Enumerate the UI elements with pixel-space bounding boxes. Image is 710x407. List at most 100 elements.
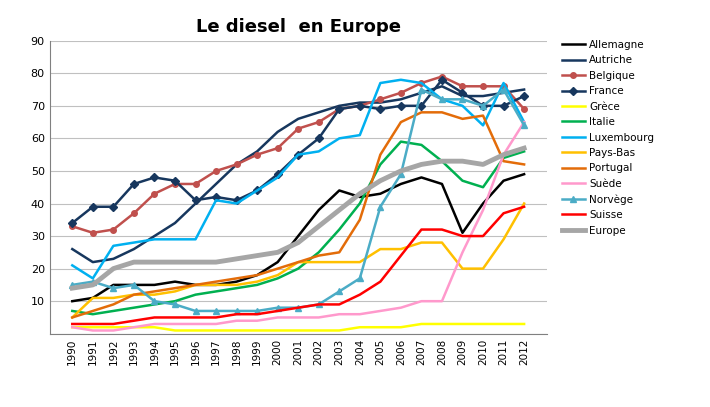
Grèce <box>315 328 323 333</box>
France <box>68 221 77 225</box>
Norvège <box>151 299 159 304</box>
Suisse <box>499 211 508 216</box>
Europe <box>89 282 97 287</box>
Portugal <box>170 286 179 291</box>
Europe <box>170 260 179 265</box>
Suède <box>212 322 220 326</box>
Belgique <box>479 84 487 89</box>
Allemagne <box>437 182 446 186</box>
Portugal <box>191 282 200 287</box>
Norvège <box>458 97 466 102</box>
Grèce <box>376 325 385 330</box>
France <box>315 136 323 141</box>
Luxembourg <box>335 136 344 141</box>
Luxembourg <box>458 103 466 108</box>
France <box>130 182 138 186</box>
Italie <box>273 276 282 281</box>
Norvège <box>499 87 508 92</box>
Suisse <box>397 253 405 258</box>
Italie <box>191 292 200 297</box>
Autriche <box>232 162 241 167</box>
Italie <box>170 299 179 304</box>
Pays-Bas <box>417 240 426 245</box>
Norvège <box>520 123 528 128</box>
Pays-Bas <box>397 247 405 252</box>
Portugal <box>376 152 385 157</box>
Portugal <box>356 217 364 222</box>
Europe <box>315 224 323 229</box>
France <box>232 198 241 203</box>
Grèce <box>397 325 405 330</box>
Allemagne <box>151 282 159 287</box>
Suède <box>397 305 405 310</box>
Suisse <box>191 315 200 320</box>
Grèce <box>479 322 487 326</box>
Pays-Bas <box>315 260 323 265</box>
Europe <box>335 208 344 212</box>
Autriche <box>89 260 97 265</box>
Suisse <box>130 318 138 323</box>
Belgique <box>68 224 77 229</box>
Suède <box>335 312 344 317</box>
Autriche <box>356 100 364 105</box>
Suisse <box>294 305 302 310</box>
Italie <box>437 159 446 164</box>
Suède <box>232 318 241 323</box>
Italie <box>109 309 118 313</box>
Portugal <box>89 309 97 313</box>
Luxembourg <box>294 152 302 157</box>
Italie <box>479 185 487 190</box>
Italie <box>499 155 508 160</box>
Allemagne <box>479 201 487 206</box>
Autriche <box>335 103 344 108</box>
Line: Luxembourg: Luxembourg <box>72 80 524 278</box>
Portugal <box>397 120 405 125</box>
Norvège <box>68 282 77 287</box>
Autriche <box>68 247 77 252</box>
Allemagne <box>294 234 302 239</box>
Suède <box>479 208 487 212</box>
Luxembourg <box>151 237 159 242</box>
Luxembourg <box>170 237 179 242</box>
Autriche <box>479 94 487 98</box>
Portugal <box>109 302 118 307</box>
Luxembourg <box>273 175 282 180</box>
Luxembourg <box>437 97 446 102</box>
Allemagne <box>335 188 344 193</box>
Grèce <box>520 322 528 326</box>
Portugal <box>437 110 446 115</box>
Italie <box>417 142 426 147</box>
Suède <box>417 299 426 304</box>
Pays-Bas <box>253 279 261 284</box>
Luxembourg <box>315 149 323 154</box>
Norvège <box>273 305 282 310</box>
Europe <box>294 240 302 245</box>
France <box>458 90 466 95</box>
Belgique <box>151 191 159 196</box>
France <box>253 188 261 193</box>
Allemagne <box>253 273 261 278</box>
France <box>397 103 405 108</box>
Grèce <box>68 325 77 330</box>
Line: Suisse: Suisse <box>72 207 524 324</box>
Luxembourg <box>479 123 487 128</box>
Belgique <box>397 90 405 95</box>
Suède <box>437 299 446 304</box>
Suède <box>356 312 364 317</box>
Suisse <box>109 322 118 326</box>
Pays-Bas <box>479 266 487 271</box>
France <box>89 204 97 209</box>
Suisse <box>315 302 323 307</box>
Allemagne <box>89 295 97 300</box>
Autriche <box>520 87 528 92</box>
Belgique <box>376 97 385 102</box>
Grèce <box>437 322 446 326</box>
Suisse <box>479 234 487 239</box>
Luxembourg <box>68 263 77 268</box>
Autriche <box>253 149 261 154</box>
Europe <box>479 162 487 167</box>
Italie <box>232 286 241 291</box>
Luxembourg <box>376 81 385 85</box>
Suisse <box>335 302 344 307</box>
Suède <box>151 322 159 326</box>
